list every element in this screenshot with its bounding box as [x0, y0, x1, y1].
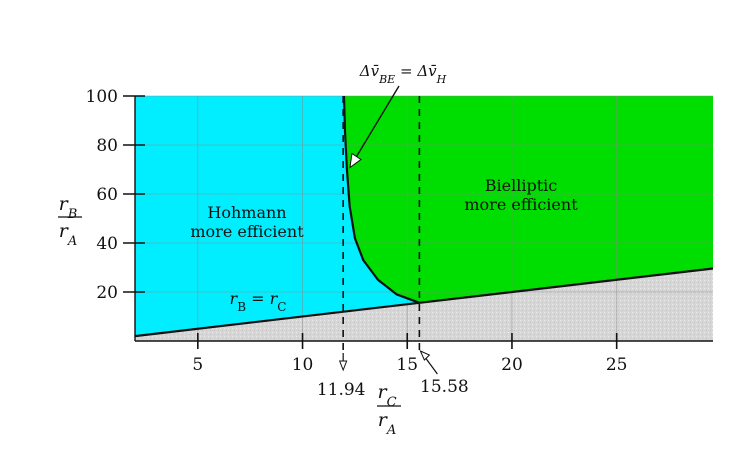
y-tick-label-40: 40	[96, 234, 118, 254]
y-tick-label-80: 80	[96, 136, 118, 156]
marker-label-11-94: 11.94	[317, 380, 366, 400]
bielliptic-label-line1: Bielliptic	[485, 176, 557, 195]
dv-arrow-stem	[355, 85, 400, 158]
y-tick-label-100: 100	[86, 87, 118, 107]
x-tick-label-15: 15	[396, 355, 418, 375]
marker-arrow-head-1	[419, 350, 431, 361]
svg-text:rC: rC	[377, 381, 396, 410]
x-tick-label-25: 25	[606, 355, 628, 375]
lower-boundary-line	[134, 267, 714, 338]
region-gray-below-diagonal	[135, 268, 713, 341]
region-hohmann	[135, 96, 420, 337]
y-axis-label: rB rA	[58, 193, 82, 249]
x-tick-label-5: 5	[192, 355, 203, 375]
y-tick-label-20: 20	[96, 283, 118, 303]
bielliptic-label-line2: more efficient	[464, 195, 578, 214]
region-bielliptic	[344, 96, 713, 303]
svg-text:rA: rA	[378, 409, 396, 438]
equal-dv-curve-label: Δv̄BE = Δv̄H	[359, 62, 447, 86]
x-tick-label-10: 10	[292, 355, 314, 375]
svg-text:rA: rA	[59, 220, 77, 249]
x-tick-label-20: 20	[501, 355, 523, 375]
dv-arrow-head	[349, 152, 362, 169]
lower-boundary-label: rB = rC	[230, 289, 287, 314]
marker-arrow-head-0	[338, 360, 348, 372]
y-tick-label-60: 60	[96, 185, 118, 205]
x-axis-label: rC rA	[377, 381, 401, 438]
equal-dv-curve	[342, 95, 420, 304]
marker-label-15-58: 15.58	[420, 377, 469, 397]
hohmann-label-line2: more efficient	[190, 222, 304, 241]
hohmann-label-line1: Hohmann	[207, 203, 286, 222]
svg-text:rB: rB	[59, 193, 78, 222]
